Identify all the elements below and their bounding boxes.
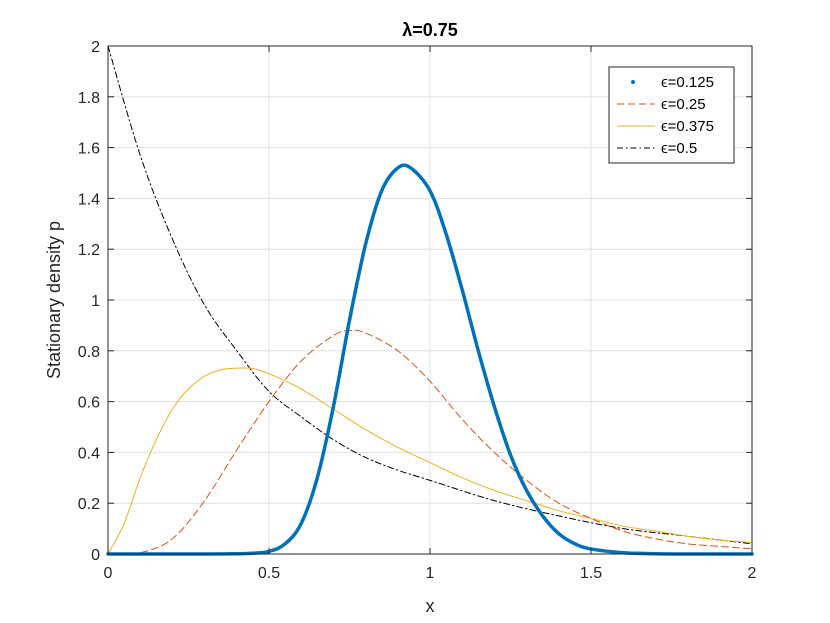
series-line-2: [107, 329, 753, 555]
series-lines: [106, 45, 754, 556]
x-tick-label: 0: [104, 565, 113, 582]
legend-label: ϵ=0.25: [661, 96, 706, 113]
legend-marker: [631, 80, 635, 84]
y-tick-label: 2: [91, 39, 100, 56]
y-tick-label: 0.8: [78, 344, 100, 361]
y-tick-label: 1: [91, 293, 100, 310]
y-axis-label: Stationary density p: [44, 221, 64, 379]
y-tick-label: 0.4: [78, 445, 100, 462]
chart-title: λ=0.75: [402, 20, 458, 40]
legend-label: ϵ=0.125: [661, 74, 714, 91]
y-tick-label: 1.2: [78, 242, 100, 259]
x-tick-label: 1: [426, 565, 435, 582]
legend-label: ϵ=0.5: [661, 140, 697, 157]
x-axis-label: x: [426, 596, 435, 616]
series-line-3: [107, 367, 753, 555]
y-tick-label: 0: [91, 547, 100, 564]
y-tick-label: 1.8: [78, 90, 100, 107]
axis-ticks: 0 0.5 1 1.5 2 0 0.2 0.4 0.6 0.8 1 1.2 1.4 1.6 1.8 2: [78, 39, 757, 582]
series-line-1: [106, 163, 754, 556]
legend-label: ϵ=0.375: [661, 118, 714, 135]
y-tick-label: 1.6: [78, 141, 100, 158]
series-line-4: [107, 45, 753, 545]
x-tick-label: 0.5: [258, 565, 280, 582]
y-tick-label: 0.2: [78, 496, 100, 513]
y-tick-label: 0.6: [78, 395, 100, 412]
legend-box: [608, 66, 735, 164]
x-tick-label: 2: [748, 565, 757, 582]
x-tick-label: 1.5: [580, 565, 602, 582]
y-tick-label: 1.4: [78, 191, 100, 208]
legend: ϵ=0.125 ϵ=0.25 ϵ=0.375 ϵ=0.5: [608, 66, 735, 164]
